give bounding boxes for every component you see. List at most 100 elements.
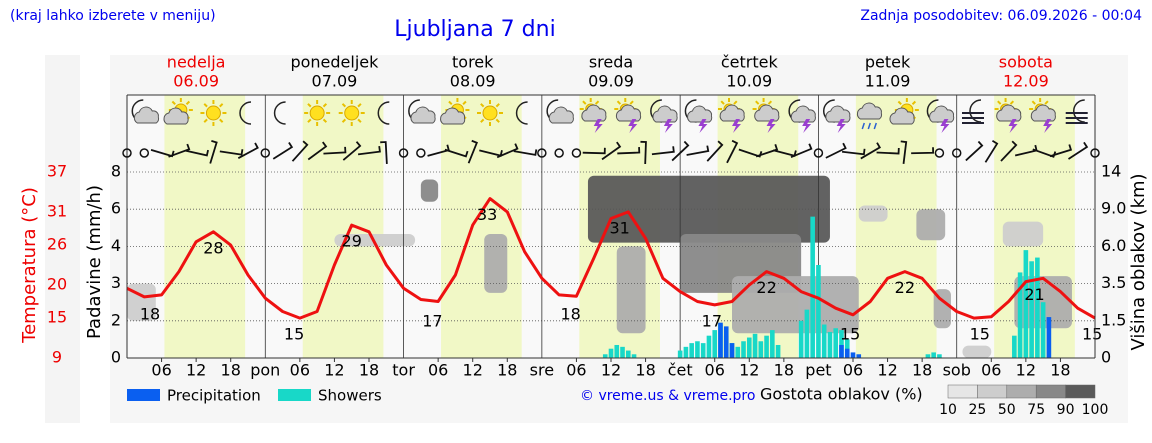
temperature-label: 31 bbox=[609, 218, 629, 237]
cloud bbox=[410, 106, 436, 124]
lightning bbox=[940, 119, 950, 133]
weather-icon bbox=[614, 98, 642, 133]
day-name: petek bbox=[865, 53, 911, 72]
x-tick-label: tor bbox=[392, 361, 415, 380]
x-tick-label: pon bbox=[250, 361, 280, 380]
day-name: nedelja bbox=[167, 53, 226, 72]
precipitation-bar bbox=[752, 333, 758, 358]
plot: nedelja06.09ponedeljek07.09torek08.09sre… bbox=[47, 53, 1127, 419]
wind-barb bbox=[357, 146, 381, 156]
wind-calm bbox=[122, 148, 132, 158]
temperature-tick-label: 20 bbox=[47, 274, 67, 293]
precipitation-bar bbox=[1017, 272, 1023, 358]
temperature-label: 15 bbox=[970, 325, 990, 344]
daylight-band bbox=[164, 95, 246, 358]
legend-label: Showers bbox=[318, 387, 382, 405]
weather-icon bbox=[994, 98, 1022, 133]
x-tick-label: 12 bbox=[1016, 361, 1036, 380]
x-tick-label: 18 bbox=[221, 361, 241, 380]
cloud bbox=[163, 107, 189, 125]
wind-barb bbox=[738, 148, 763, 158]
title: Ljubljana 7 dni bbox=[394, 17, 555, 42]
daylight-band bbox=[302, 95, 384, 358]
wind-barb bbox=[1000, 140, 1018, 162]
temperature-line bbox=[126, 197, 1096, 320]
cloud-legend-tick: 100 bbox=[1082, 402, 1109, 418]
updated: Zadnja posodobitev: 06.09.2026 - 00:04 bbox=[860, 8, 1142, 24]
cloud bbox=[133, 106, 160, 124]
precipitation-bar bbox=[1040, 302, 1046, 358]
sun-ray bbox=[1044, 100, 1049, 105]
precipitation-bar bbox=[1046, 317, 1052, 358]
cloud bbox=[687, 105, 713, 123]
moon bbox=[515, 101, 528, 125]
wind-calm bbox=[416, 148, 426, 158]
precipitation-axis-title: Padavine (mm/h) bbox=[84, 185, 105, 339]
wind-barb bbox=[185, 149, 209, 157]
weather-icon bbox=[200, 100, 227, 126]
rain bbox=[861, 122, 877, 130]
sun-ray bbox=[582, 100, 587, 105]
wind-barb bbox=[726, 139, 739, 164]
precipitation-bar bbox=[925, 354, 931, 358]
cloud bbox=[929, 105, 955, 123]
temperature-label: 22 bbox=[756, 278, 776, 297]
x-tick-label: 12 bbox=[186, 361, 206, 380]
sun-ray bbox=[755, 100, 760, 105]
day-date: 06.09 bbox=[173, 72, 219, 91]
sun-ray bbox=[767, 100, 773, 105]
sun-ray bbox=[911, 100, 917, 106]
weather-icon bbox=[752, 98, 780, 133]
precipitation-bar bbox=[764, 335, 769, 358]
x-tick-label: čet bbox=[668, 361, 693, 380]
weather-icon bbox=[718, 98, 745, 133]
precipitation-bar bbox=[856, 354, 862, 358]
precipitation-bar bbox=[1023, 250, 1029, 358]
wind-barb bbox=[965, 140, 984, 162]
sun-ray bbox=[307, 118, 312, 123]
sun bbox=[205, 105, 221, 121]
hint: (kraj lahko izberete v meniju) bbox=[10, 8, 216, 24]
precipitation-bar bbox=[695, 341, 700, 358]
cloud-layer bbox=[587, 175, 830, 243]
wind-calm bbox=[260, 148, 271, 158]
cloud bbox=[548, 106, 574, 124]
cloud-layer bbox=[420, 179, 439, 202]
temperature-label: 33 bbox=[477, 205, 497, 224]
wind-barb bbox=[209, 140, 218, 164]
cloud bbox=[581, 104, 607, 122]
cloud-legend-tick: 50 bbox=[998, 402, 1016, 418]
precipitation-bar bbox=[723, 326, 729, 358]
sun-ray bbox=[357, 118, 362, 123]
precipitation-bar bbox=[839, 344, 844, 358]
weather-icon bbox=[788, 99, 816, 133]
wind-barb bbox=[1032, 148, 1057, 158]
weather-icon bbox=[823, 99, 851, 133]
wind-barb bbox=[790, 143, 813, 159]
wind-calm bbox=[951, 148, 962, 158]
weather-icon bbox=[1029, 98, 1056, 133]
sun-ray bbox=[594, 100, 600, 105]
temperature-tick-label: 31 bbox=[47, 201, 67, 220]
wind-barb bbox=[755, 144, 779, 158]
cloud bbox=[754, 104, 780, 122]
temperature-label: 15 bbox=[1082, 325, 1102, 344]
cloud-layer bbox=[916, 209, 946, 241]
cloud-legend-tick: 75 bbox=[1027, 402, 1045, 418]
wind-calm bbox=[571, 148, 582, 158]
weather-icon bbox=[163, 98, 193, 125]
wind-barb bbox=[237, 142, 259, 160]
cloud bbox=[825, 105, 851, 123]
sun-ray bbox=[462, 100, 467, 106]
lightning bbox=[1043, 119, 1053, 133]
wind-calm bbox=[139, 148, 150, 158]
x-tick-label: 18 bbox=[774, 361, 794, 380]
weather-icon bbox=[273, 101, 286, 125]
moon bbox=[239, 101, 252, 125]
wind-barb bbox=[444, 148, 469, 158]
day-date: 11.09 bbox=[865, 72, 911, 91]
wind-barb bbox=[860, 142, 882, 160]
weather-icon bbox=[962, 99, 984, 124]
lightning bbox=[836, 119, 846, 133]
cloud bbox=[889, 107, 915, 125]
